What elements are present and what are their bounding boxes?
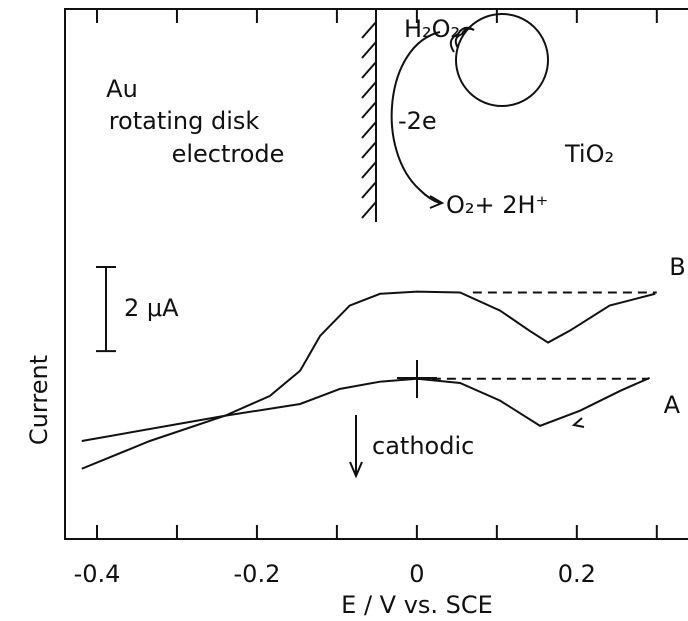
y-axis-label: Current bbox=[25, 355, 53, 445]
x-tick-label: 0.2 bbox=[558, 560, 596, 588]
scale-bar-label: 2 μA bbox=[124, 294, 179, 322]
particle-label: TiO₂ bbox=[564, 140, 614, 168]
inset-diagram bbox=[361, 10, 549, 222]
electrode-label: electrode bbox=[172, 140, 285, 168]
electrode-label: Au bbox=[106, 75, 138, 103]
axes-frame bbox=[64, 8, 688, 540]
curve bbox=[81, 290, 656, 470]
curve-label: A bbox=[664, 391, 681, 419]
curve bbox=[81, 376, 651, 442]
x-tick-label: -0.4 bbox=[74, 560, 121, 588]
scale-bar bbox=[96, 266, 116, 353]
x-tick-label: 0 bbox=[409, 560, 424, 588]
cathodic-arrow bbox=[349, 415, 363, 479]
curve-label: B bbox=[669, 253, 685, 281]
x-axis-label: E / V vs. SCE bbox=[341, 591, 493, 619]
electrode-label: rotating disk bbox=[109, 107, 260, 135]
electron-label: -2e bbox=[398, 107, 437, 135]
direction-label: cathodic bbox=[372, 432, 474, 460]
product-label: O₂+ 2H⁺ bbox=[446, 191, 548, 219]
reactant-label: H₂O₂ bbox=[404, 15, 460, 43]
x-tick-label: -0.2 bbox=[234, 560, 281, 588]
scan-arrow bbox=[571, 417, 585, 428]
